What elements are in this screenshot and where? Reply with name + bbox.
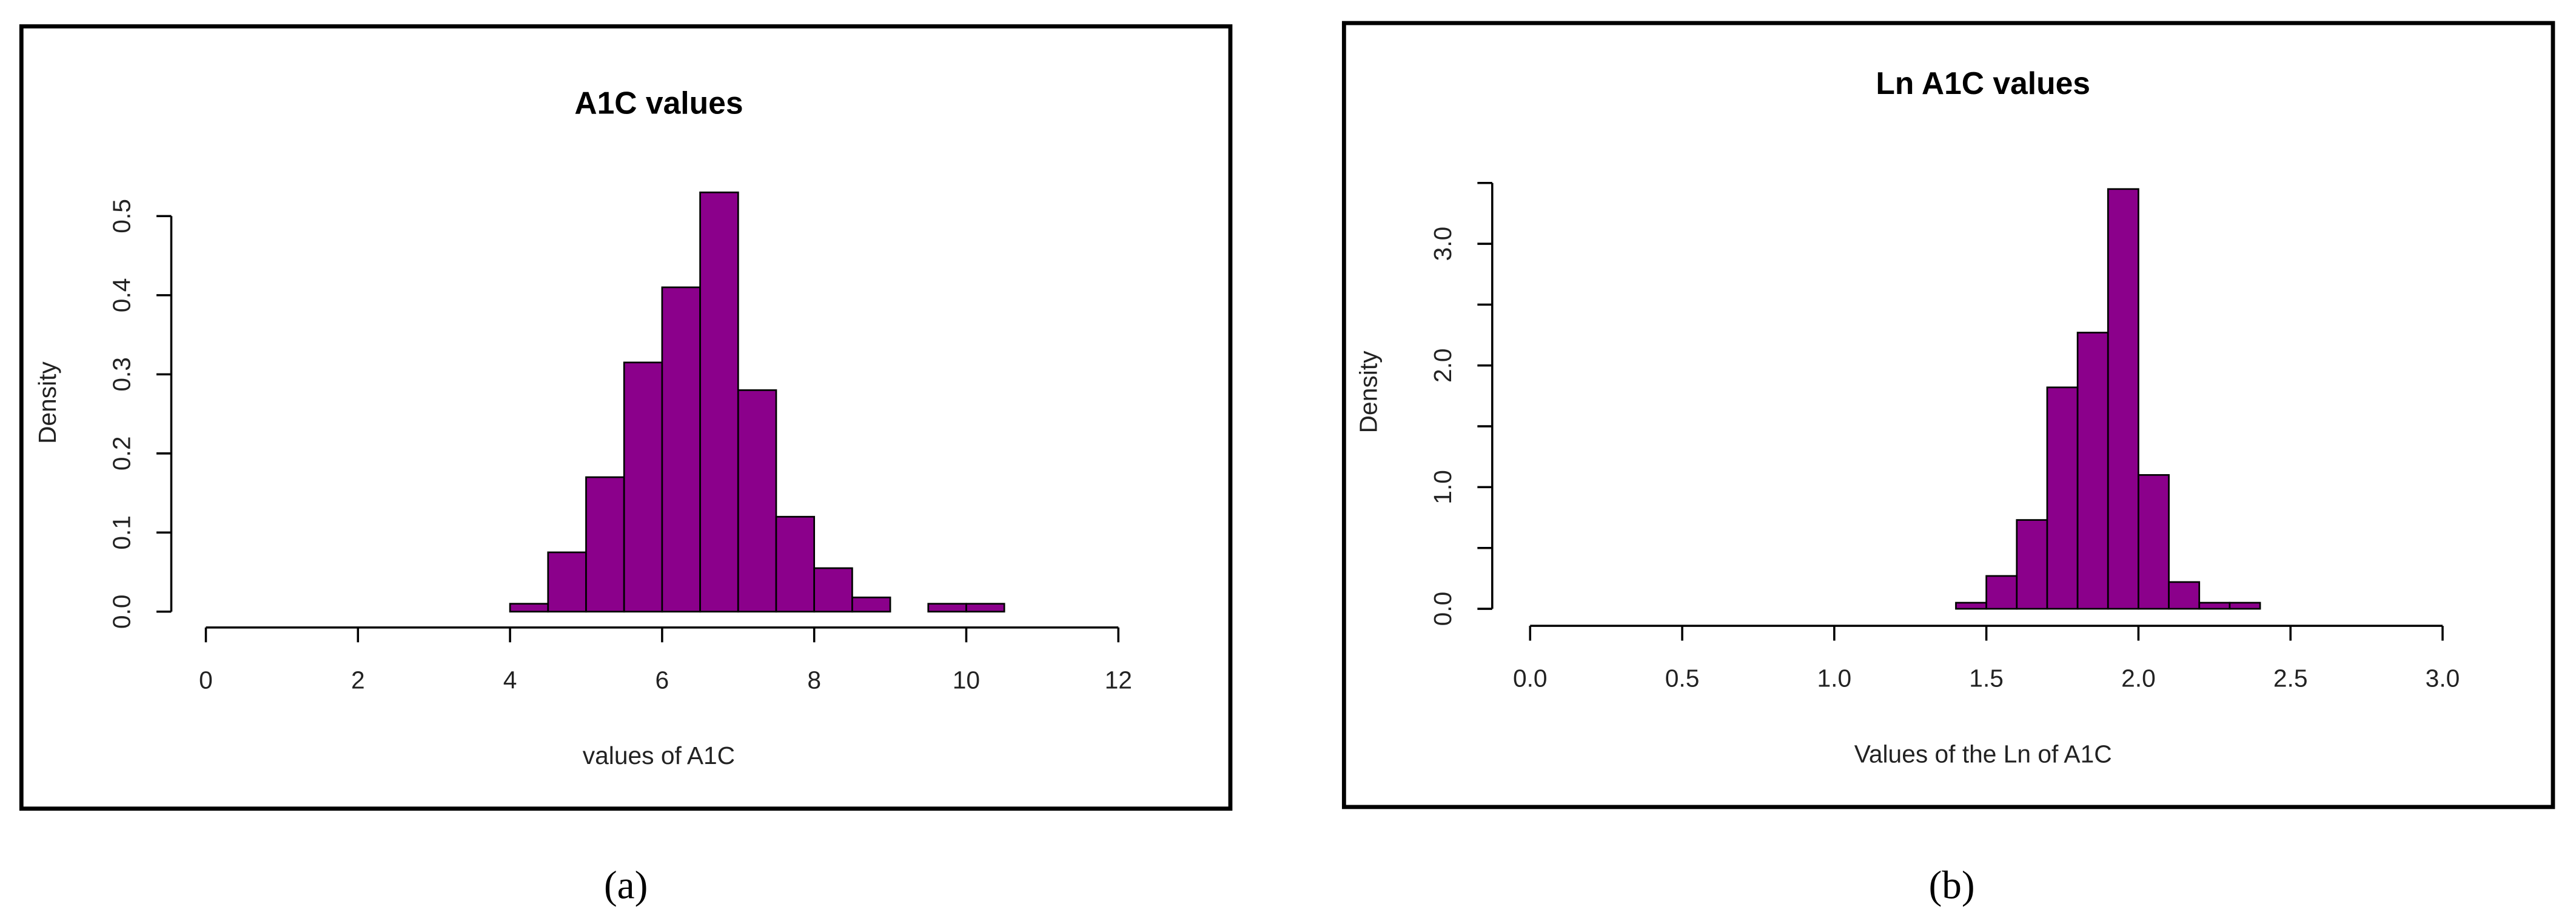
y-tick-label: 0.0 — [107, 594, 135, 629]
x-tick-label: 1.5 — [1969, 665, 2004, 692]
histogram-bar — [813, 567, 853, 613]
panel-frame — [19, 24, 1233, 811]
y-tick-label: 0.4 — [107, 278, 135, 313]
x-tick-label: 0 — [199, 666, 213, 694]
x-tick-label: 1.0 — [1817, 665, 1852, 692]
x-tick-label: 10 — [953, 666, 980, 694]
histogram-bar — [2138, 474, 2170, 610]
x-tick-label: 0.0 — [1513, 665, 1548, 692]
y-tick-label: 2.0 — [1429, 348, 1457, 383]
x-tick-label: 4 — [503, 666, 517, 694]
histogram-bar — [585, 476, 625, 613]
x-tick-label: 12 — [1105, 666, 1132, 694]
x-tick-label: 2.5 — [2273, 665, 2308, 692]
histogram-bar — [2016, 519, 2048, 610]
histogram-bar — [2229, 601, 2261, 610]
histogram-bar — [927, 603, 967, 613]
y-axis-label: Density — [33, 361, 61, 444]
histogram-bar — [509, 603, 549, 613]
panel-caption: (a) — [604, 864, 648, 908]
histogram-bar — [2168, 581, 2201, 610]
x-axis-label: Values of the Ln of A1C — [1854, 740, 2112, 768]
x-tick-label: 8 — [807, 666, 821, 694]
histogram-bar — [2046, 386, 2079, 610]
y-tick-label: 0.0 — [1429, 592, 1457, 626]
panel-frame — [1341, 21, 2555, 809]
y-tick-label: 0.3 — [107, 357, 135, 392]
x-axis-label: values of A1C — [583, 742, 735, 769]
histogram-bar — [699, 191, 739, 613]
histogram-bar — [1955, 601, 1987, 610]
x-tick-label: 3.0 — [2426, 665, 2460, 692]
histogram-bar — [1985, 575, 2018, 610]
y-tick-label: 0.1 — [107, 515, 135, 550]
chart-title: Ln A1C values — [1876, 65, 2090, 101]
histogram-bar — [2198, 601, 2231, 610]
histogram-bar — [775, 515, 816, 613]
x-tick-label: 0.5 — [1665, 665, 1700, 692]
y-tick-label: 1.0 — [1429, 470, 1457, 504]
chart-title: A1C values — [574, 85, 743, 120]
histogram-bar — [661, 286, 701, 613]
histogram-bar — [2076, 332, 2109, 610]
histogram-bar — [851, 596, 891, 613]
y-tick-label: 0.2 — [107, 437, 135, 471]
histogram-bar — [547, 551, 587, 613]
x-tick-label: 2.0 — [2121, 665, 2156, 692]
histogram-bar — [965, 603, 1005, 613]
histogram-bar — [2107, 188, 2139, 610]
x-tick-label: 6 — [656, 666, 669, 694]
panel-caption: (b) — [1929, 864, 1975, 908]
y-tick-label: 0.5 — [107, 199, 135, 233]
y-tick-label: 3.0 — [1429, 227, 1457, 261]
x-tick-label: 2 — [351, 666, 365, 694]
histogram-bar — [623, 361, 663, 613]
y-axis-label: Density — [1355, 350, 1383, 433]
histogram-bar — [737, 389, 777, 613]
